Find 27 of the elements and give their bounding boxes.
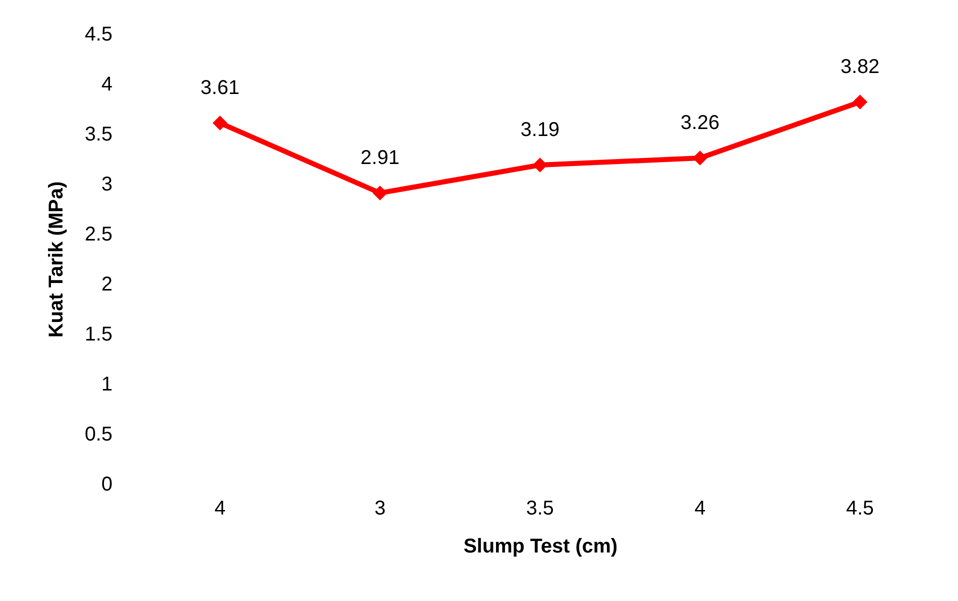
point xyxy=(852,94,868,110)
point xyxy=(692,150,708,166)
y-tick-label: 3.5 xyxy=(84,124,112,146)
data-label: 3.19 xyxy=(520,119,560,141)
y-axis-title: Kuat Tarik (MPa) xyxy=(46,181,68,338)
x-tick-label: 3 xyxy=(374,498,386,520)
x-tick-label: 4 xyxy=(694,498,706,520)
y-tick-label: 0 xyxy=(101,474,112,496)
x-tick-label: 4 xyxy=(214,498,226,520)
y-tick-label: 2.5 xyxy=(84,224,112,246)
point xyxy=(532,158,548,172)
point xyxy=(372,186,388,200)
data-label: 3.26 xyxy=(680,112,720,134)
x-axis-title: Slump Test (cm) xyxy=(463,536,618,558)
data-label: 3.82 xyxy=(840,56,880,78)
point xyxy=(212,116,228,130)
x-tick-label: 4.5 xyxy=(846,498,874,520)
y-tick-label: 3 xyxy=(101,174,112,196)
y-tick-label: 1.5 xyxy=(84,324,112,346)
y-tick-label: 4.5 xyxy=(84,24,112,46)
data-label: 2.91 xyxy=(360,147,400,169)
data-label: 3.61 xyxy=(200,77,240,99)
y-tick-label: 1 xyxy=(101,374,112,396)
y-tick-label: 4 xyxy=(101,74,112,96)
y-tick-label: 0.5 xyxy=(84,424,112,446)
y-tick-label: 2 xyxy=(101,274,112,296)
x-tick-label: 3.5 xyxy=(526,498,554,520)
